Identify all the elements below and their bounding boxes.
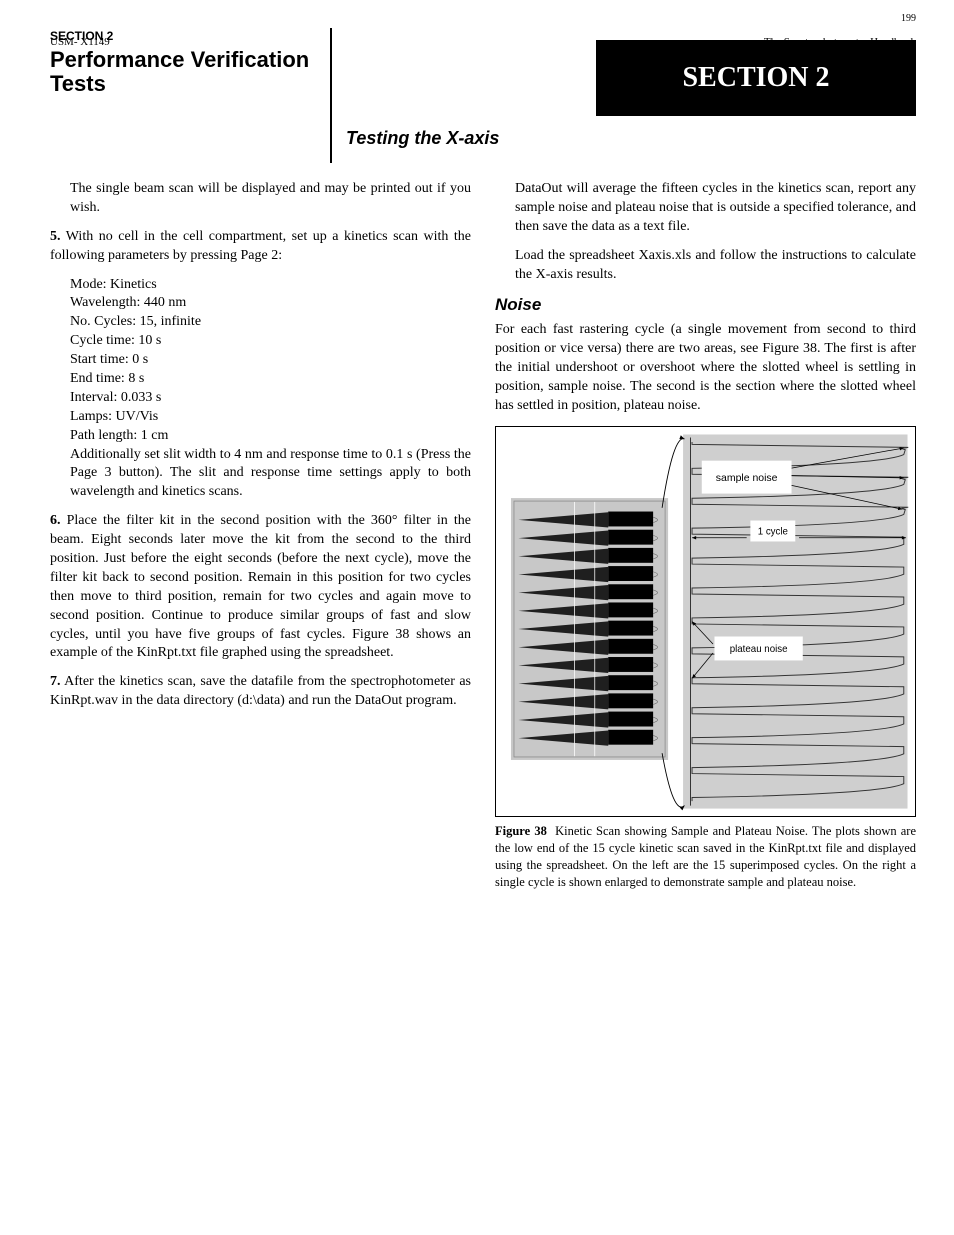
- figure-caption: Figure 38 Kinetic Scan showing Sample an…: [495, 823, 916, 891]
- figure-38: sample noise 1 cycle plateau noise: [495, 426, 916, 817]
- body-text: Load the spreadsheet Xaxis.xls and follo…: [515, 247, 916, 285]
- figure-svg: sample noise 1 cycle plateau noise: [496, 427, 915, 816]
- param-item: Interval: 0.033 s: [70, 389, 471, 408]
- param-item: Start time: 0 s: [70, 351, 471, 370]
- body-text: Additionally set slit width to 4 nm and …: [70, 446, 471, 503]
- section-title: Performance Verification Tests: [50, 48, 320, 96]
- step-number: 6.: [50, 513, 61, 528]
- page-number: 199: [901, 12, 916, 26]
- column-right: DataOut will average the fifteen cycles …: [495, 180, 916, 890]
- param-list: Mode: KineticsWavelength: 440 nmNo. Cycl…: [70, 276, 471, 446]
- param-item: Wavelength: 440 nm: [70, 294, 471, 313]
- svg-text:plateau noise: plateau noise: [730, 644, 788, 655]
- body-text: With no cell in the cell compartment, se…: [50, 229, 471, 263]
- body-text: The single beam scan will be displayed a…: [70, 180, 471, 218]
- svg-text:1 cycle: 1 cycle: [758, 526, 788, 537]
- param-item: No. Cycles: 15, infinite: [70, 313, 471, 332]
- body-text: Place the filter kit in the second posit…: [50, 513, 471, 660]
- param-item: Cycle time: 10 s: [70, 332, 471, 351]
- body-text: DataOut will average the fifteen cycles …: [515, 180, 916, 237]
- svg-text:sample noise: sample noise: [716, 473, 778, 484]
- section-subhead-right: Testing the X-axis: [346, 126, 499, 150]
- step-number: 5.: [50, 229, 61, 244]
- figure-caption-text: Kinetic Scan showing Sample and Plateau …: [495, 824, 916, 889]
- param-item: Mode: Kinetics: [70, 276, 471, 295]
- footer-left: USM- X1149: [50, 35, 110, 50]
- body-text: 7. After the kinetics scan, save the dat…: [50, 673, 471, 711]
- body-text: After the kinetics scan, save the datafi…: [50, 674, 471, 708]
- two-column-content: The single beam scan will be displayed a…: [50, 180, 916, 890]
- section-box: SECTION 2: [596, 40, 916, 116]
- body-text: 6. Place the filter kit in the second po…: [50, 512, 471, 663]
- body-text: 5. With no cell in the cell compartment,…: [50, 228, 471, 266]
- body-text: For each fast rastering cycle (a single …: [495, 321, 916, 415]
- param-item: Path length: 1 cm: [70, 427, 471, 446]
- subhead-noise: Noise: [495, 294, 916, 317]
- param-item: End time: 8 s: [70, 370, 471, 389]
- figure-caption-label: Figure 38: [495, 824, 547, 838]
- step-number: 7.: [50, 674, 61, 689]
- footer-right: The Spectrophotometer Handbook: [764, 35, 916, 50]
- footer: USM- X1149 The Spectrophotometer Handboo…: [50, 35, 916, 50]
- param-item: Lamps: UV/Vis: [70, 408, 471, 427]
- column-left: The single beam scan will be displayed a…: [50, 180, 471, 890]
